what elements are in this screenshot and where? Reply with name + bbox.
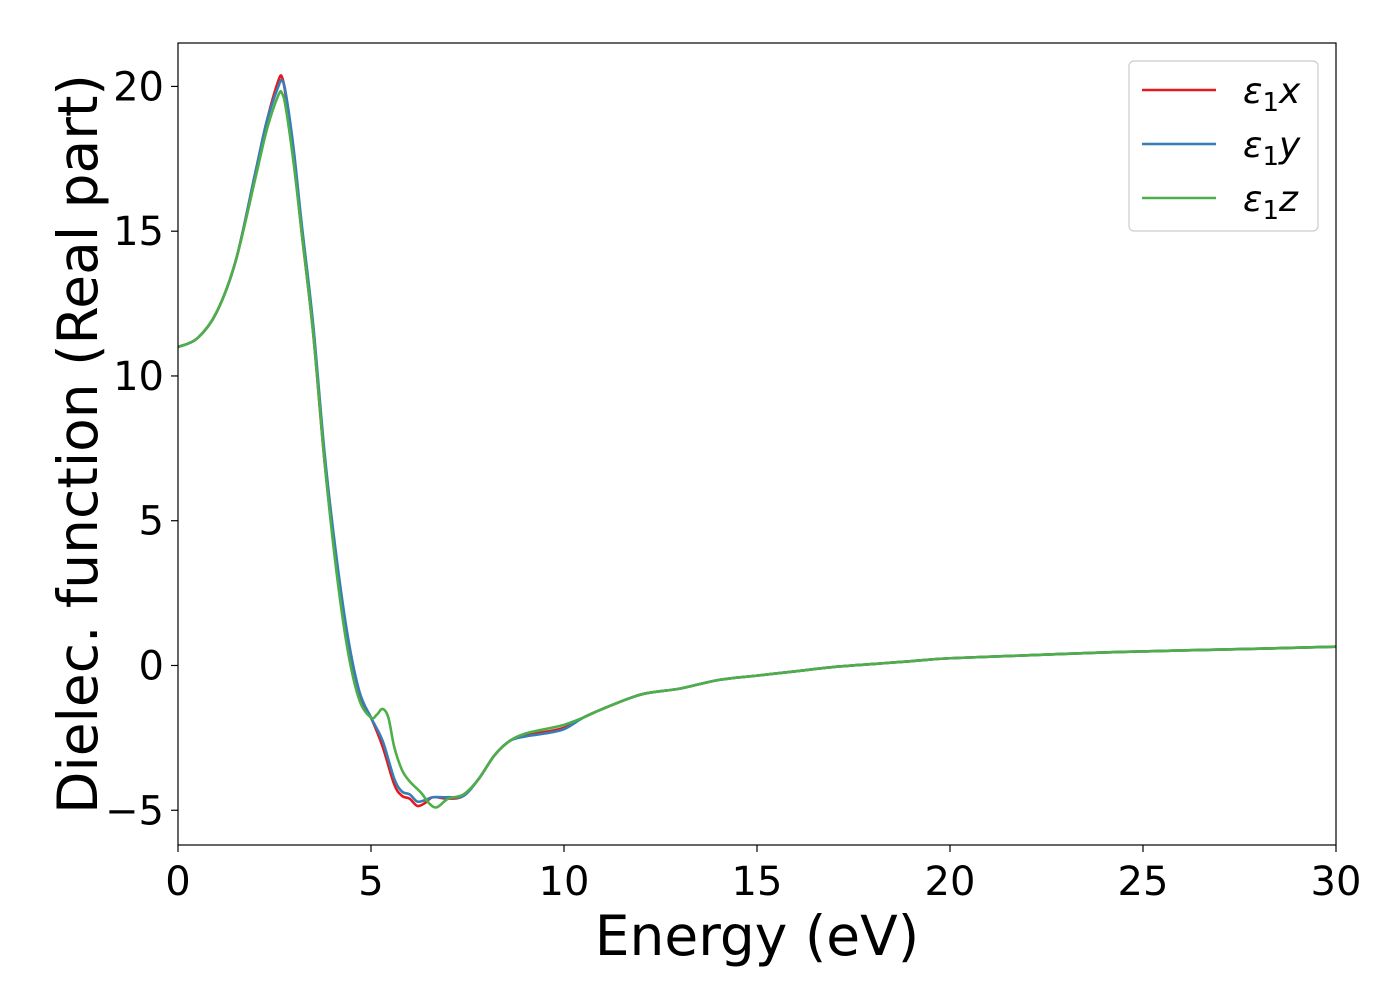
y-axis: −5 0 5 10 15 20 (105, 64, 178, 834)
x-axis: 0 5 10 15 20 25 30 (165, 845, 1361, 905)
x-axis-label: Energy (eV) (595, 904, 919, 968)
y-tick-label: 15 (113, 209, 164, 255)
legend-box (1128, 60, 1319, 232)
x-tick-label: 5 (358, 859, 383, 905)
x-tick-label: 10 (539, 859, 590, 905)
x-tick-label: 0 (165, 859, 190, 905)
legend-entry-eps1y: ε1y (1243, 125, 1301, 172)
y-tick-label: 10 (113, 354, 164, 400)
legend: ε1x ε1y ε1z (1128, 60, 1319, 232)
series-line-eps1z (178, 89, 1336, 809)
y-tick-label: 5 (139, 499, 164, 545)
series-layer (178, 74, 1336, 809)
y-tick-label: 20 (113, 64, 164, 110)
legend-entry-eps1z: ε1z (1243, 179, 1299, 226)
y-tick-label: 0 (139, 643, 164, 689)
x-tick-label: 20 (925, 859, 976, 905)
legend-entry-eps1x: ε1x (1243, 71, 1301, 118)
y-tick-label: −5 (105, 788, 164, 834)
y-axis-label: Dielec. function (Real part) (46, 74, 110, 814)
x-tick-label: 15 (732, 859, 783, 905)
x-tick-label: 30 (1311, 859, 1362, 905)
x-tick-label: 25 (1118, 859, 1169, 905)
